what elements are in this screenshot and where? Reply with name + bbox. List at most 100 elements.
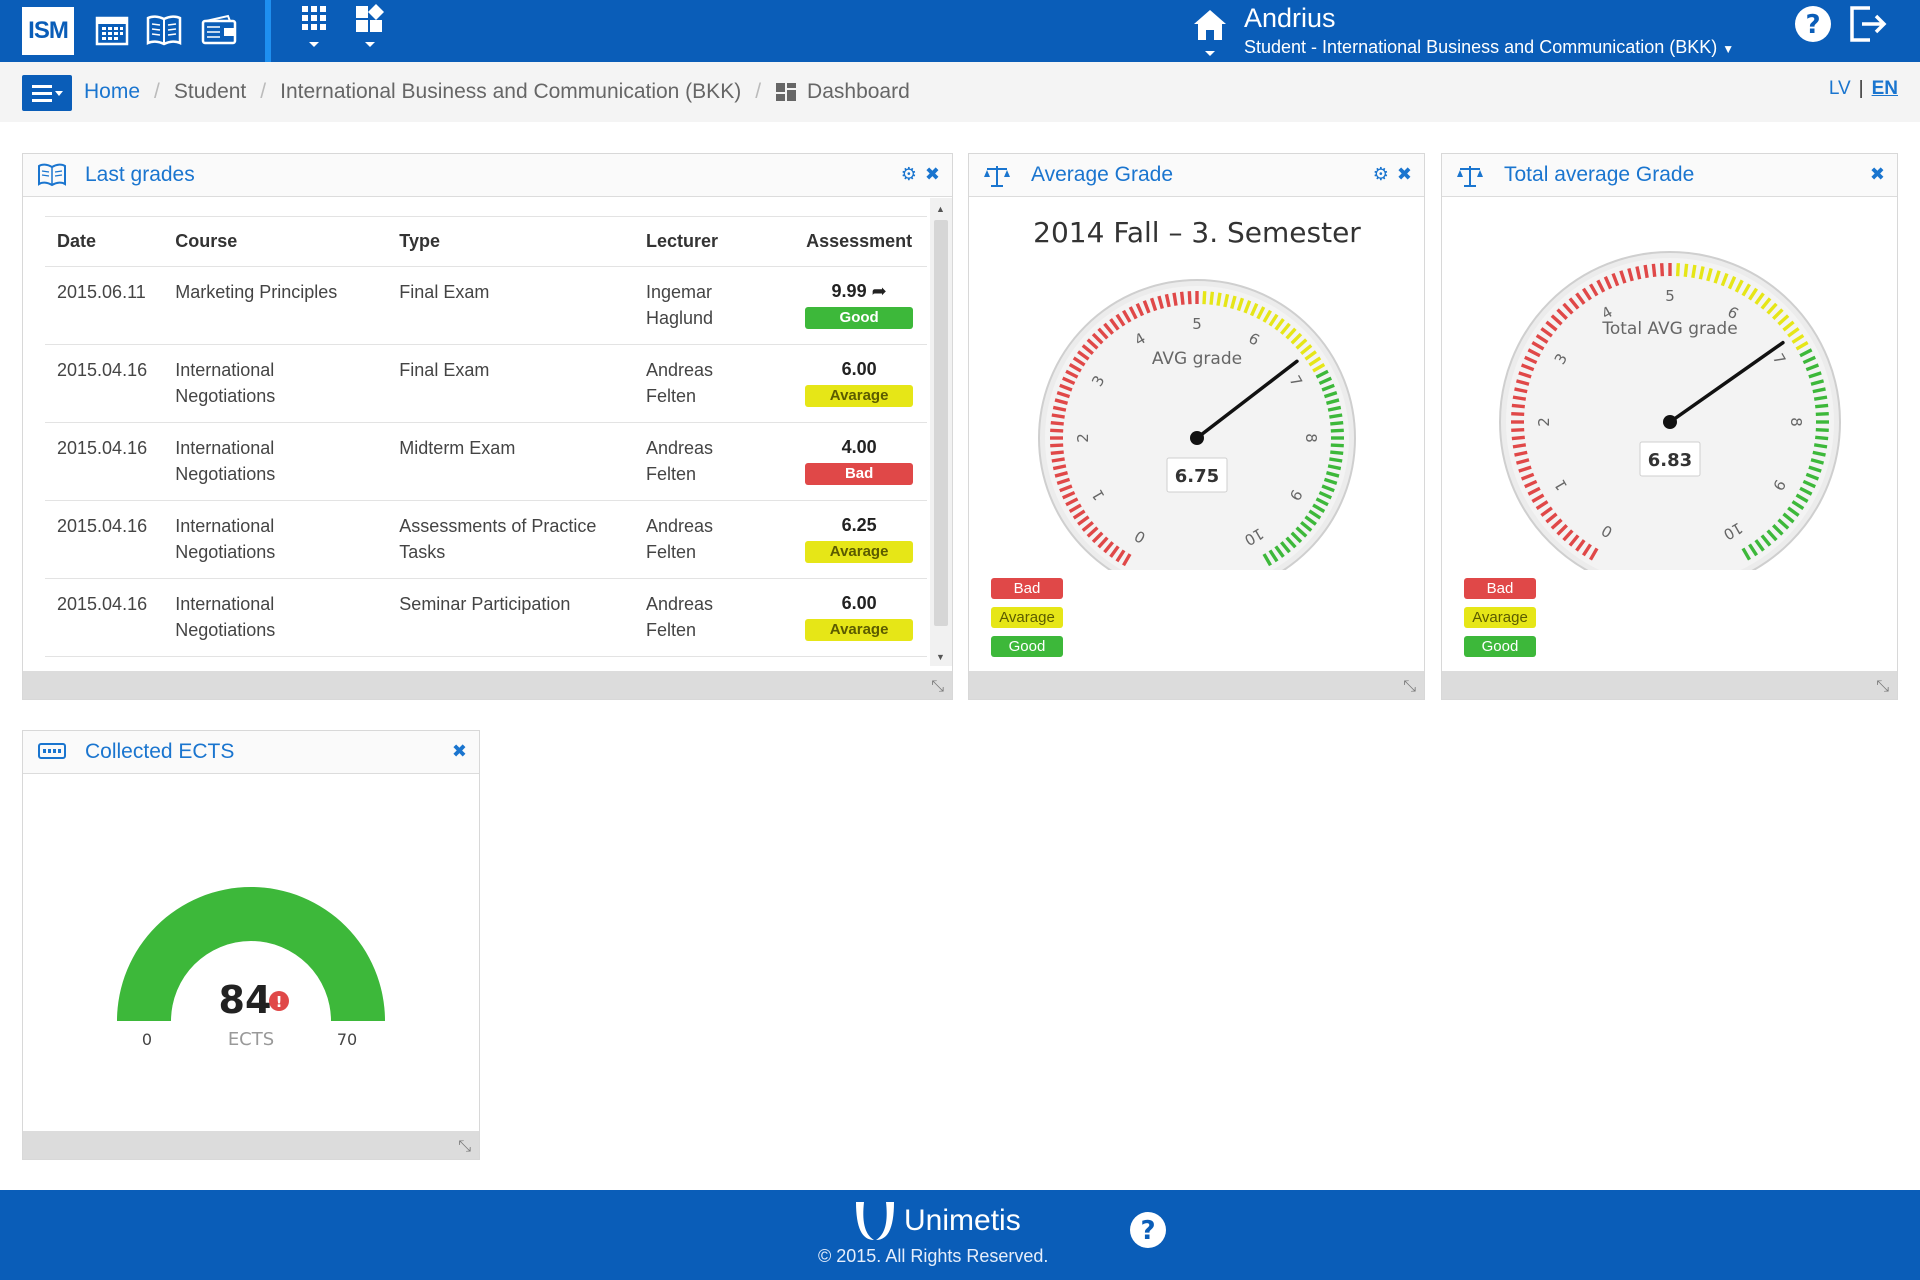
gauge-band-tick xyxy=(1330,428,1344,433)
table-row[interactable]: 2015.04.16 International Negotiations Final… xyxy=(45,344,927,423)
gauge-band-tick xyxy=(1518,465,1532,473)
gauge-band-tick xyxy=(1734,279,1744,293)
resize-icon[interactable]: ⤡ xyxy=(931,678,944,695)
gauge-band-tick xyxy=(1103,322,1114,335)
scroll-down-arrow[interactable]: ▼ xyxy=(936,652,945,662)
gear-icon[interactable]: ⚙ xyxy=(900,164,917,184)
gauge-band-tick xyxy=(1741,283,1751,297)
resize-icon[interactable]: ⤡ xyxy=(1403,678,1416,695)
cell-date: 2015.04.16 xyxy=(45,344,164,423)
gauge-band-tick xyxy=(1077,350,1090,361)
gauge-band-tick xyxy=(1050,450,1064,456)
gauge-band-tick xyxy=(1635,266,1642,280)
column-header-assessment[interactable]: Assessment xyxy=(791,216,927,267)
gear-icon[interactable]: ⚙ xyxy=(1372,164,1389,184)
gauge-label: AVG grade xyxy=(1152,349,1242,369)
gauge-band-tick xyxy=(1050,420,1064,426)
brand-name: Unimetis xyxy=(904,1204,1021,1237)
scroll-up-arrow[interactable]: ▲ xyxy=(936,204,945,214)
gauge-band-tick xyxy=(1065,369,1079,379)
table-row[interactable]: 2015.06.11 Marketing Principles Final Exam… xyxy=(45,266,927,345)
gauge-band-tick xyxy=(1323,477,1338,486)
book-icon[interactable] xyxy=(144,10,184,50)
logout-icon[interactable] xyxy=(1846,4,1890,49)
gauge-band-tick xyxy=(1805,363,1820,372)
close-icon[interactable]: ✖ xyxy=(924,164,940,184)
gauge-band-tick xyxy=(1795,493,1809,503)
gauge-band-tick xyxy=(1766,302,1778,315)
column-header-date[interactable]: Date xyxy=(45,216,164,267)
gauge-band-tick xyxy=(1236,297,1245,312)
unimetis-logo[interactable]: Unimetis xyxy=(852,1198,1021,1244)
table-row[interactable]: 2015.04.16 International Negotiations Midte… xyxy=(45,422,927,501)
gauge-band-tick xyxy=(1799,486,1813,496)
ism-logo[interactable]: ISM xyxy=(22,7,74,55)
help-icon[interactable]: ? xyxy=(1793,4,1833,49)
sidebar-menu-button[interactable] xyxy=(22,75,72,111)
close-icon[interactable]: ✖ xyxy=(1396,164,1412,184)
warning-icon[interactable] xyxy=(269,991,289,1011)
gauge-band-tick xyxy=(1651,263,1657,277)
gauge-band-tick xyxy=(1068,363,1082,373)
close-icon[interactable]: ✖ xyxy=(1869,164,1885,184)
breadcrumb-program[interactable]: International Business and Communication… xyxy=(280,80,742,103)
grade-value: 9.99 ➦ xyxy=(831,281,887,301)
gauge-band-tick xyxy=(1550,518,1563,530)
gauge-band-tick xyxy=(1300,521,1313,532)
gauge-band-tick xyxy=(1627,267,1634,282)
gauge-band-tick xyxy=(1603,276,1613,290)
average-grade-panel: Average Grade ⚙ ✖ 2014 Fall – 3. Semeste… xyxy=(968,153,1425,700)
gauge-band-tick xyxy=(1295,526,1308,538)
gauge-band-tick xyxy=(1262,309,1272,323)
gauge-band-tick xyxy=(1280,322,1291,335)
widgets-icon[interactable] xyxy=(350,4,390,47)
gauge-band-tick xyxy=(1249,303,1259,317)
breadcrumb-student[interactable]: Student xyxy=(173,80,247,103)
table-row[interactable]: 2015.04.16 International Negotiations Asses… xyxy=(45,500,927,579)
gauge-band-tick xyxy=(1330,443,1344,448)
gauge-band-tick xyxy=(1524,479,1538,489)
column-header-type[interactable]: Type xyxy=(387,216,634,267)
resize-icon[interactable]: ⤡ xyxy=(458,1138,471,1155)
scrollbar[interactable]: ▲ ▼ xyxy=(930,198,952,666)
gauge-band-tick xyxy=(1808,465,1822,473)
scroll-thumb[interactable] xyxy=(934,220,948,626)
panel-footer: ⤡ xyxy=(969,671,1424,699)
gauge-band-tick xyxy=(1081,521,1094,532)
user-menu[interactable]: Andrius Student - International Business… xyxy=(1244,2,1734,62)
apps-grid-icon[interactable] xyxy=(294,6,334,47)
help-icon[interactable]: ? xyxy=(1128,1210,1168,1255)
gauge-band-tick xyxy=(1187,291,1192,305)
gauge-band-tick xyxy=(1268,313,1279,327)
table-row[interactable]: 2015.04.16 International Negotiations Semin… xyxy=(45,578,927,657)
gauge-band-tick xyxy=(1103,541,1114,554)
column-header-course[interactable]: Course xyxy=(163,216,388,267)
language-en[interactable]: EN xyxy=(1871,78,1898,99)
column-header-lecturer[interactable]: Lecturer xyxy=(634,216,792,267)
gauge-band-tick xyxy=(1304,515,1317,526)
panel-footer: ⤡ xyxy=(23,1131,479,1159)
cell-course: International Negotiations xyxy=(163,500,388,579)
close-icon[interactable]: ✖ xyxy=(451,741,467,761)
gauge-band-tick xyxy=(1318,490,1332,500)
gauge-band-tick xyxy=(1515,379,1530,386)
language-lv[interactable]: LV xyxy=(1828,78,1851,99)
resize-icon[interactable]: ⤡ xyxy=(1876,678,1889,695)
panel-title: Last grades xyxy=(85,163,195,186)
gauge-band-tick xyxy=(1223,293,1230,308)
cell-date: 2015.04.16 xyxy=(45,422,164,501)
dashboard-icon xyxy=(775,82,797,102)
calendar-icon[interactable] xyxy=(92,10,132,50)
gauge-value-box xyxy=(1639,441,1701,477)
home-icon[interactable] xyxy=(1190,6,1230,63)
gauge-band-tick xyxy=(1727,276,1737,290)
gauge-band-tick xyxy=(1081,344,1094,355)
gauge-band-tick xyxy=(1741,547,1751,561)
gauge-band-tick xyxy=(1285,536,1297,549)
gauge-tick-label: 8 xyxy=(1302,433,1320,443)
breadcrumb-home[interactable]: Home xyxy=(84,80,141,103)
share-arrow-icon[interactable]: ➦ xyxy=(871,281,887,301)
wallet-icon[interactable] xyxy=(200,10,240,50)
gauge-band-tick xyxy=(1514,387,1528,394)
